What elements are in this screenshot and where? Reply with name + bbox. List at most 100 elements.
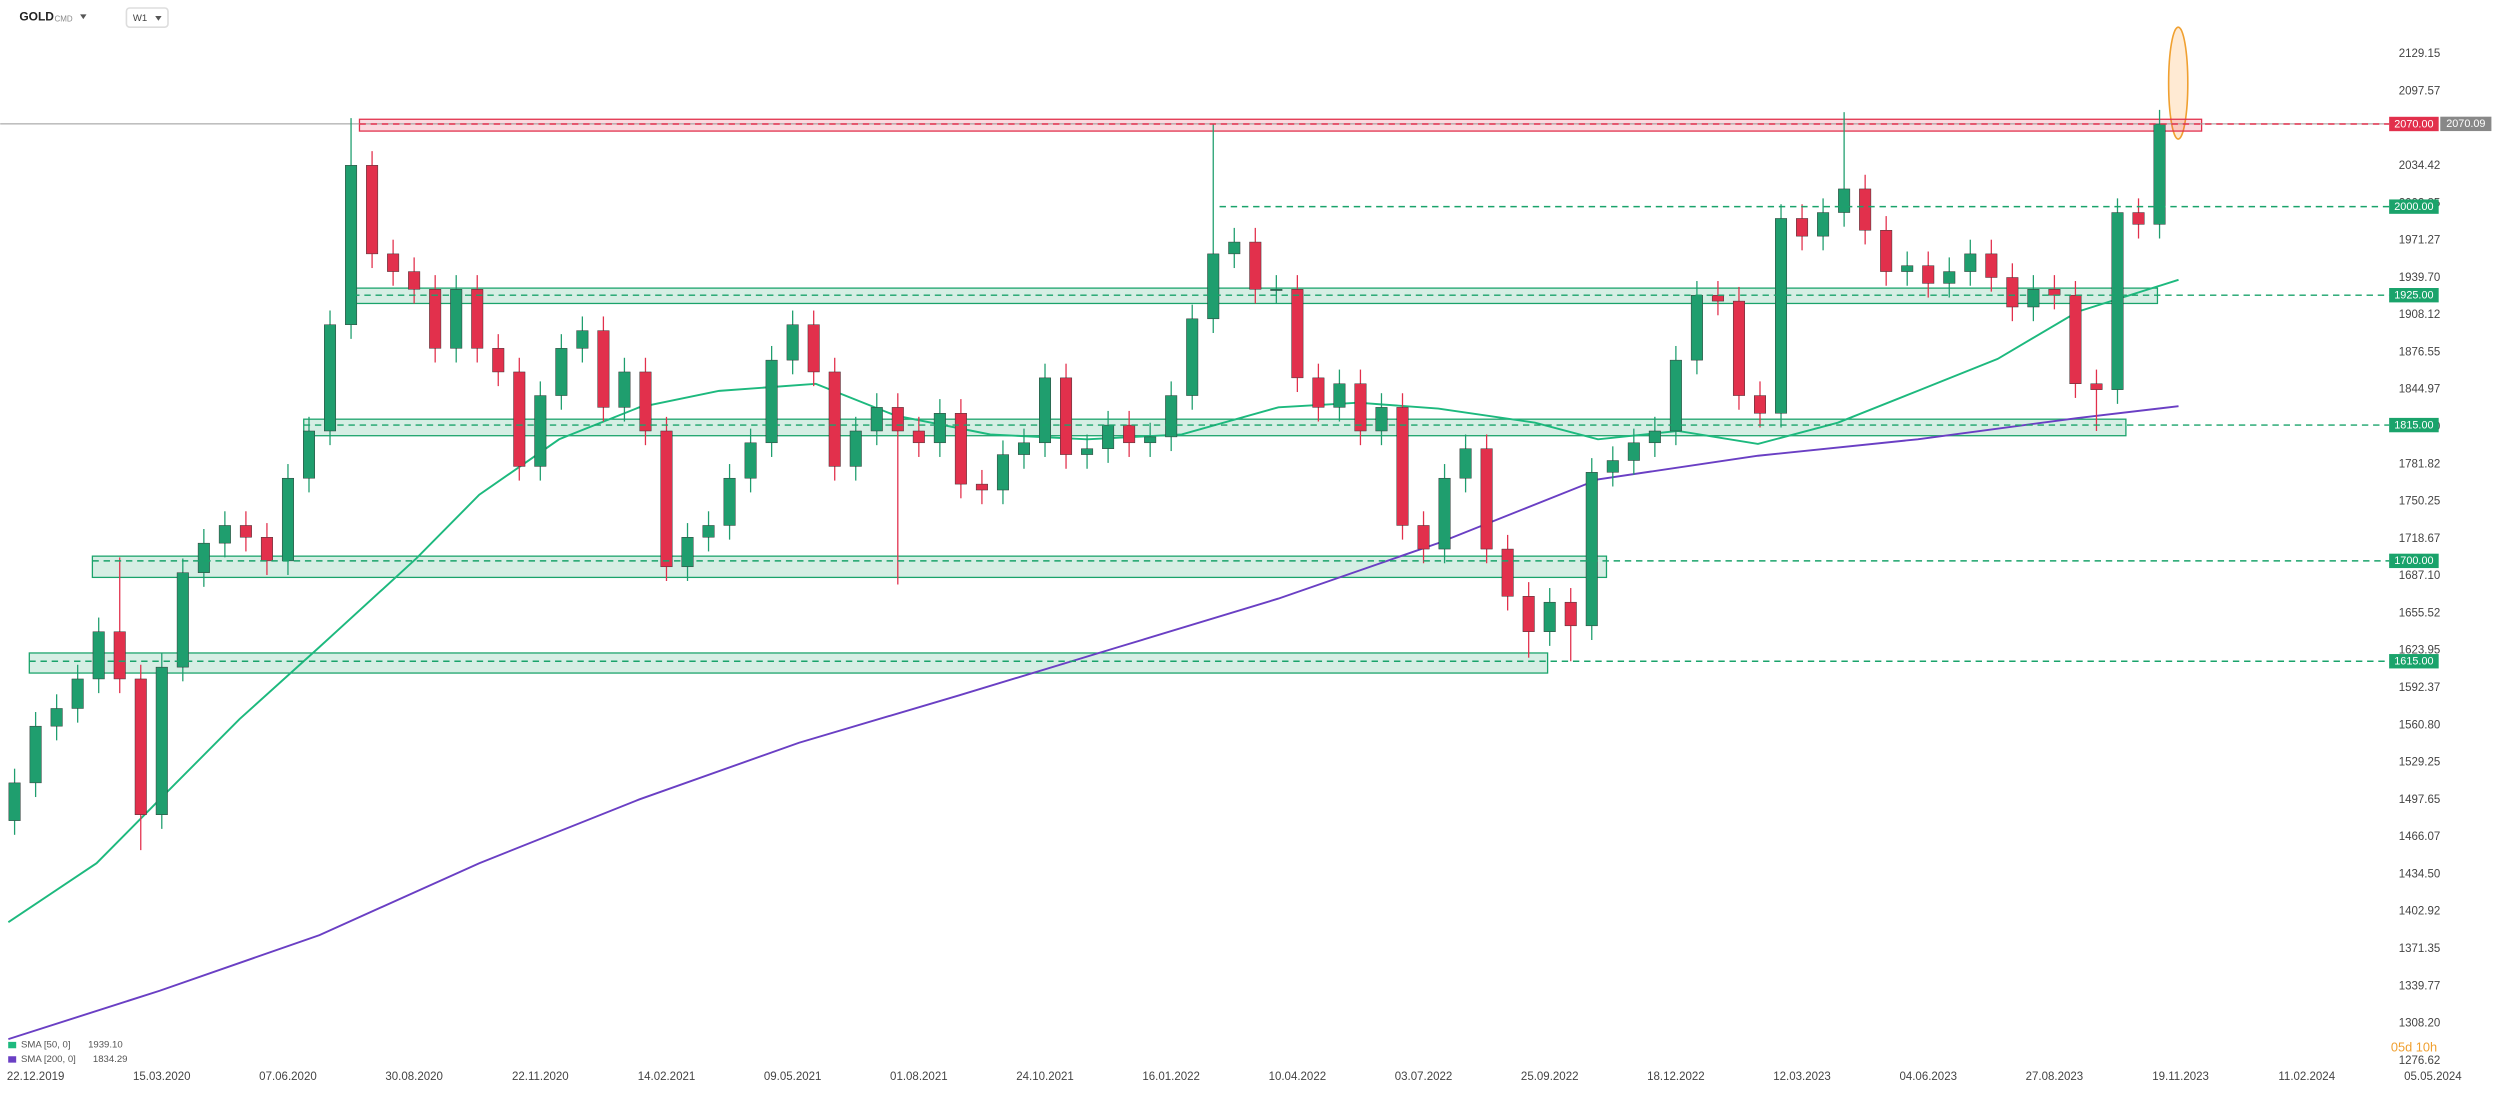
candle-body bbox=[1796, 218, 1809, 237]
level-zone bbox=[28, 652, 1549, 674]
y-tick-label: 1655.52 bbox=[2399, 607, 2441, 619]
candle-body bbox=[1543, 601, 1556, 632]
candle-body bbox=[429, 289, 442, 349]
interval-arrow bbox=[155, 15, 162, 21]
candle-body bbox=[891, 407, 904, 432]
y-tick-label: 1876.55 bbox=[2399, 346, 2441, 358]
candle-body bbox=[324, 324, 337, 432]
candle-body bbox=[744, 442, 757, 479]
candle-body bbox=[29, 725, 42, 784]
candle-body bbox=[1123, 424, 1136, 444]
y-tick-label: 1434.50 bbox=[2399, 868, 2441, 880]
candle-body bbox=[1291, 289, 1304, 379]
candle-body bbox=[996, 454, 1009, 491]
candle-body bbox=[8, 782, 21, 821]
candle-body bbox=[1333, 383, 1346, 408]
candle-body bbox=[2132, 212, 2145, 225]
candle-body bbox=[1817, 212, 1830, 237]
legend-swatch bbox=[8, 1056, 17, 1063]
candle-body bbox=[1396, 407, 1409, 526]
candle-body bbox=[513, 371, 526, 467]
candle-body bbox=[1081, 448, 1094, 455]
symbol: GOLD bbox=[19, 10, 54, 24]
candle-body bbox=[1943, 271, 1956, 284]
candle-body bbox=[1186, 318, 1199, 396]
y-tick-label: 1402.92 bbox=[2399, 906, 2441, 918]
candle-body bbox=[1144, 436, 1157, 444]
legend-name: SMA [200, 0] bbox=[21, 1054, 76, 1065]
x-tick-label: 19.11.2023 bbox=[2152, 1071, 2209, 1083]
candle-body bbox=[113, 631, 126, 680]
candle-body bbox=[1627, 442, 1640, 461]
x-tick-label: 24.10.2021 bbox=[1016, 1071, 1074, 1083]
x-tick-label: 09.05.2021 bbox=[764, 1071, 822, 1083]
candle-body bbox=[2048, 289, 2061, 296]
candle-body bbox=[1017, 442, 1030, 455]
legend-swatch bbox=[8, 1041, 17, 1049]
y-tick-label: 1623.95 bbox=[2399, 645, 2441, 657]
candle-body bbox=[660, 430, 673, 568]
candle-body bbox=[786, 324, 799, 361]
y-tick-label: 1339.77 bbox=[2399, 980, 2441, 992]
candle-body bbox=[555, 348, 568, 396]
level-label-box bbox=[2389, 116, 2439, 132]
candle-body bbox=[1648, 430, 1661, 444]
candle-body bbox=[1838, 188, 1851, 213]
interval-button[interactable] bbox=[125, 7, 169, 28]
candle-body bbox=[1732, 300, 1745, 396]
candle-body bbox=[807, 324, 820, 373]
candle-body bbox=[1312, 377, 1325, 408]
candle-body bbox=[639, 371, 652, 432]
y-tick-label: 1939.70 bbox=[2399, 272, 2441, 284]
candle-body bbox=[681, 537, 694, 568]
x-tick-label: 15.03.2020 bbox=[133, 1071, 191, 1083]
y-tick-label: 1308.20 bbox=[2399, 1018, 2441, 1030]
highlight-ellipse bbox=[2167, 26, 2189, 140]
x-tick-label: 03.07.2022 bbox=[1395, 1071, 1453, 1083]
candle-body bbox=[1039, 377, 1052, 444]
candle-body bbox=[2006, 277, 2019, 308]
candle-body bbox=[1711, 294, 1724, 302]
candle-body bbox=[576, 330, 589, 349]
x-tick-label: 05.05.2024 bbox=[2404, 1071, 2462, 1083]
symbol-dropdown[interactable] bbox=[80, 14, 87, 20]
candle-body bbox=[1501, 548, 1514, 597]
level-label: 1700.00 bbox=[2394, 555, 2433, 567]
candle-body bbox=[1480, 448, 1493, 550]
y-tick-label: 2129.15 bbox=[2399, 48, 2441, 60]
candle-body bbox=[303, 430, 315, 479]
level-label-box bbox=[2389, 288, 2439, 303]
candle-body bbox=[912, 430, 925, 444]
level-label-box bbox=[2389, 417, 2439, 433]
candle-body bbox=[849, 430, 862, 467]
y-tick-label: 1560.80 bbox=[2399, 719, 2441, 731]
x-tick-label: 10.04.2022 bbox=[1269, 1071, 1327, 1083]
level-label: 2000.00 bbox=[2394, 201, 2433, 213]
interval: W1 bbox=[133, 13, 147, 24]
y-tick-label: 1592.37 bbox=[2399, 682, 2441, 694]
candle-body bbox=[870, 407, 883, 432]
level-label: 1925.00 bbox=[2394, 290, 2433, 302]
candle-body bbox=[1880, 230, 1893, 272]
price-label-box bbox=[2440, 116, 2492, 132]
candle-body bbox=[723, 477, 736, 526]
candle-body bbox=[1859, 188, 1872, 231]
candle-body bbox=[366, 165, 379, 255]
candle-body bbox=[1964, 253, 1977, 272]
candle-body bbox=[1354, 383, 1367, 432]
y-tick-label: 2097.57 bbox=[2399, 85, 2441, 97]
y-tick-label: 1466.07 bbox=[2399, 831, 2441, 843]
candle-body bbox=[1606, 460, 1619, 473]
candle-body bbox=[1249, 241, 1262, 290]
x-tick-label: 22.12.2019 bbox=[7, 1071, 65, 1083]
candle-body bbox=[1270, 289, 1283, 291]
candle-body bbox=[1922, 265, 1935, 284]
candle-body bbox=[1165, 395, 1178, 438]
candle-body bbox=[387, 253, 400, 272]
candle-body bbox=[92, 631, 105, 680]
y-tick-label: 1750.25 bbox=[2399, 496, 2441, 508]
x-tick-label: 14.02.2021 bbox=[638, 1071, 696, 1083]
candle-body bbox=[1901, 265, 1914, 272]
candle-body bbox=[408, 271, 421, 290]
candle-body bbox=[1417, 525, 1430, 550]
